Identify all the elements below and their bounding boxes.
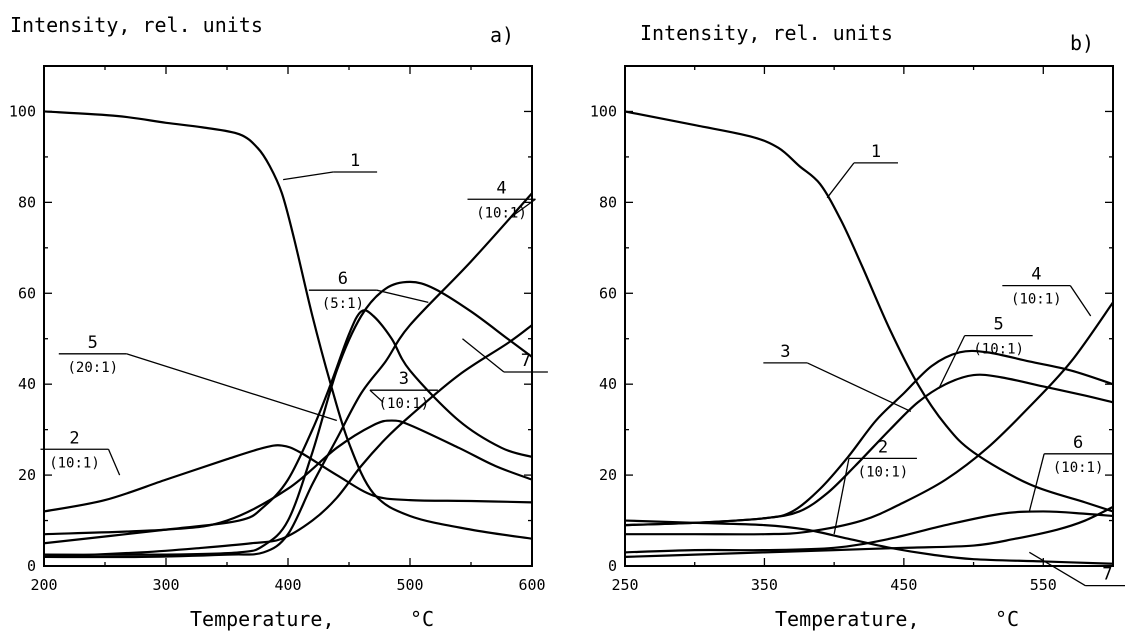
series-7-line (44, 323, 532, 559)
y-tick-label: 100 (9, 102, 36, 120)
x-tick-label: 500 (396, 576, 423, 594)
series-5-line (44, 309, 532, 545)
series-4-label: 4 (1031, 265, 1041, 285)
series-3-label: 3 (780, 342, 790, 362)
x-tick-label: 200 (30, 576, 57, 594)
y-tick-label: 60 (18, 284, 36, 302)
series-4-label: 4 (496, 178, 506, 198)
series-1-label: 1 (350, 151, 360, 171)
series-2-label: 2 (69, 428, 79, 448)
series-2-label: 2 (878, 437, 888, 457)
series-3-leader (369, 389, 384, 403)
series-3-label: 3 (399, 369, 409, 389)
series-4-ratio: (10:1) (476, 205, 527, 221)
y-tick-label: 80 (599, 193, 617, 211)
series-7-leader (1029, 551, 1086, 587)
plot-frame (624, 65, 1114, 567)
y-tick-label: 20 (18, 466, 36, 484)
series-6-label: 6 (1073, 433, 1083, 453)
series-2-ratio: (10:1) (49, 455, 100, 471)
x-tick-label: 550 (1030, 576, 1057, 594)
plot-frame (43, 65, 533, 567)
series-1-line (44, 110, 532, 540)
panel-label: a) (490, 23, 514, 47)
series-6-leader (1028, 453, 1045, 512)
x-tick-label: 450 (890, 576, 917, 594)
x-axis-unit: °C (995, 607, 1019, 631)
series-6-ratio: (10:1) (1053, 460, 1104, 476)
series-2-leader (833, 458, 850, 535)
x-axis-title: Temperature, (190, 607, 335, 631)
series-7-label: 7 (521, 351, 531, 371)
series-7-line (625, 519, 1113, 565)
y-tick-label: 40 (18, 375, 36, 393)
x-axis-title: Temperature, (775, 607, 920, 631)
y-tick-label: 0 (608, 557, 617, 575)
series-5-ratio: (20:1) (68, 360, 119, 376)
series-3-leader (807, 362, 912, 413)
x-tick-label: 600 (518, 576, 545, 594)
series-6-leader (376, 289, 429, 303)
y-tick-label: 80 (18, 193, 36, 211)
series-6-label: 6 (338, 269, 348, 289)
series-4-line (44, 192, 532, 559)
series-4-leader (512, 198, 536, 217)
series-6-ratio: (5:1) (322, 296, 364, 312)
x-tick-label: 250 (611, 576, 638, 594)
series-4-line (625, 301, 1113, 536)
series-5-label: 5 (994, 315, 1004, 335)
x-axis-unit: °C (410, 607, 434, 631)
series-1-leader (283, 171, 334, 181)
x-tick-label: 400 (274, 576, 301, 594)
x-tick-label: 300 (152, 576, 179, 594)
series-5-line (625, 373, 1113, 527)
y-tick-label: 0 (27, 557, 36, 575)
series-2-leader (107, 449, 121, 476)
series-2-ratio: (10:1) (858, 464, 909, 480)
y-tick-label: 20 (599, 466, 617, 484)
series-3-line (625, 349, 1113, 527)
series-5-ratio: (10:1) (973, 342, 1024, 358)
y-tick-label: 60 (599, 284, 617, 302)
series-7-leader (462, 338, 505, 373)
panel-a-chart: Intensity, rel. units a)Temperature, °C020… (9, 13, 548, 631)
series-5-label: 5 (88, 333, 98, 353)
x-tick-label: 350 (751, 576, 778, 594)
series-4-leader (1069, 285, 1092, 317)
series-5-leader (126, 353, 337, 422)
series-4-ratio: (10:1) (1011, 292, 1062, 308)
y-axis-title: Intensity, rel. units (10, 13, 263, 37)
panel-label: b) (1070, 31, 1094, 55)
series-6-line (44, 280, 532, 556)
series-5-leader (938, 335, 966, 390)
series-1-label: 1 (871, 142, 881, 162)
series-2-line (625, 510, 1113, 554)
series-6-line (625, 505, 1113, 559)
series-3-line (44, 419, 532, 536)
panel-b-chart: Intensity, rel. units b) Temperature, °C 0 20… (590, 21, 1125, 631)
series-7-label: 7 (1102, 565, 1112, 585)
y-tick-label: 40 (599, 375, 617, 393)
y-axis-title: Intensity, rel. units (640, 21, 893, 45)
series-1-leader (826, 162, 855, 199)
series-2-line (44, 444, 532, 513)
y-tick-label: 100 (590, 102, 617, 120)
series-1-line (625, 110, 1113, 513)
series-3-ratio: (10:1) (379, 396, 430, 412)
